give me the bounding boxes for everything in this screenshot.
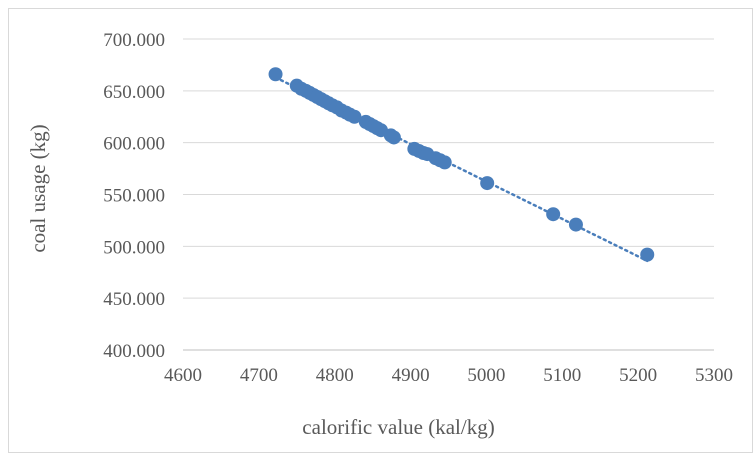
data-points (268, 67, 655, 262)
data-point (437, 155, 452, 170)
data-point (568, 217, 583, 232)
gridlines (183, 38, 714, 299)
data-point (640, 247, 655, 262)
x-tick-label: 4600 (164, 365, 202, 386)
y-tick-label: 400.000 (103, 341, 165, 362)
y-tick-label: 600.000 (103, 134, 165, 155)
x-tick-label: 5100 (543, 365, 581, 386)
x-tick-label: 5000 (467, 365, 505, 386)
tick-labels: 400.000 450.000 500.000 550.000 600.000 650.0… (103, 30, 733, 386)
y-axis-title: coal usage (kg) (26, 124, 50, 252)
data-point (268, 67, 283, 82)
data-point (546, 207, 561, 222)
x-axis-title: calorific value (kal/kg) (302, 415, 494, 439)
x-tick-label: 4700 (240, 365, 278, 386)
y-tick-label: 500.000 (103, 237, 165, 258)
data-point (480, 176, 495, 191)
data-point (347, 109, 362, 124)
y-tick-label: 550.000 (103, 186, 165, 207)
data-point (386, 130, 401, 145)
x-tick-label: 5200 (619, 365, 657, 386)
y-tick-label: 700.000 (103, 30, 165, 51)
y-tick-label: 650.000 (103, 82, 165, 103)
x-tick-label: 4900 (392, 365, 430, 386)
chart-frame (8, 8, 753, 453)
x-tick-label: 5300 (695, 365, 733, 386)
x-tick-label: 4800 (316, 365, 354, 386)
y-tick-label: 450.000 (103, 289, 165, 310)
